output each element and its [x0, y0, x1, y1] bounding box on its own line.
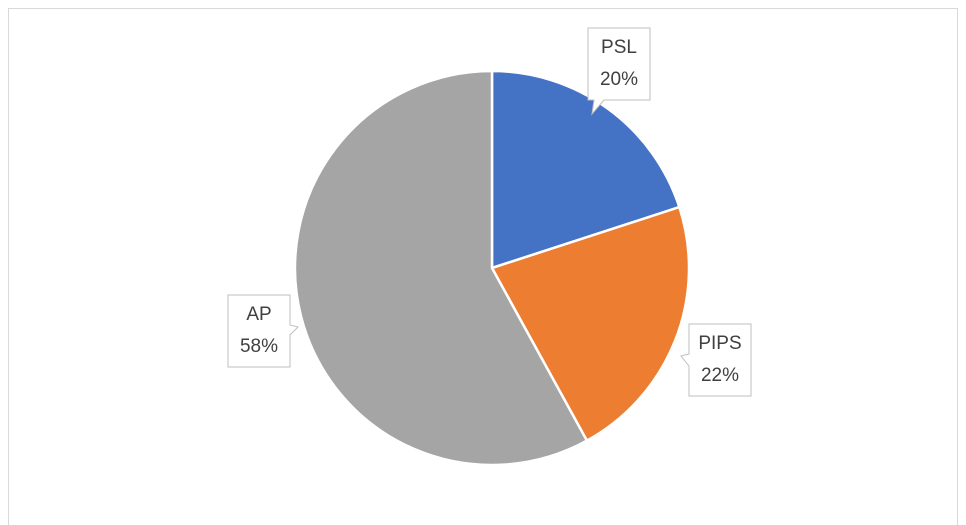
value-label: 22% [701, 365, 739, 386]
pie [293, 69, 691, 467]
pie-slice [490, 205, 691, 443]
label-box [680, 323, 752, 397]
category-label: PSL [601, 37, 637, 58]
pie-slice [490, 69, 681, 270]
value-label: 58% [240, 336, 278, 357]
label-box [227, 294, 299, 368]
pie-slice [293, 69, 589, 467]
label-box [587, 27, 651, 116]
data-labels: PSL 20% PIPS 22% AP 58% [227, 27, 752, 397]
category-label: PIPS [698, 333, 741, 354]
value-label: 20% [600, 69, 638, 90]
category-label: AP [246, 304, 271, 325]
